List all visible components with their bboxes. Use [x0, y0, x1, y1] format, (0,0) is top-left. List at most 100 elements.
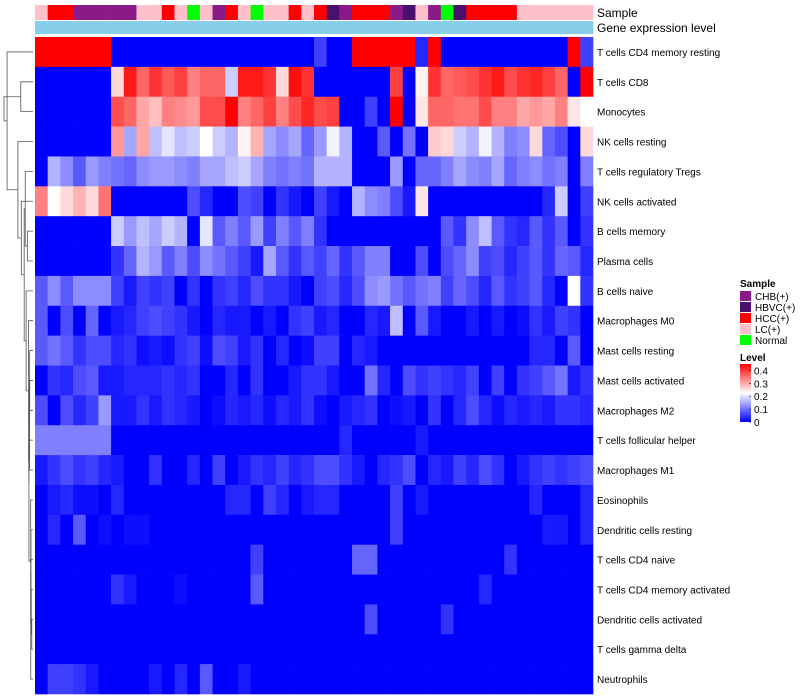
- heatmap-cell: [529, 37, 543, 68]
- heatmap-cell: [364, 604, 378, 635]
- heatmap-cell: [199, 604, 213, 635]
- heatmap-cell: [275, 604, 289, 635]
- heatmap-cell: [263, 514, 277, 545]
- heatmap-cell: [263, 604, 277, 635]
- row-label: Mast cells activated: [597, 376, 684, 387]
- heatmap-cell: [364, 514, 378, 545]
- heatmap-cell: [466, 156, 480, 187]
- heatmap-cell: [225, 604, 239, 635]
- heatmap-cell: [504, 156, 518, 187]
- heatmap-cell: [35, 514, 48, 545]
- heatmap-cell: [516, 365, 530, 396]
- heatmap-cell: [529, 156, 543, 187]
- heatmap-cell: [199, 66, 213, 98]
- heatmap-cell: [212, 365, 226, 396]
- heatmap-cell: [428, 126, 442, 157]
- row-label: NK cells activated: [597, 197, 676, 208]
- heatmap-cell: [516, 96, 530, 127]
- expression-annotation-cell: [136, 21, 150, 34]
- heatmap-cell: [529, 305, 543, 336]
- heatmap-cell: [440, 275, 454, 307]
- heatmap-cell: [149, 425, 163, 456]
- heatmap-cell: [98, 126, 112, 157]
- heatmap-cell: [377, 216, 391, 247]
- sample-legend-swatch: [740, 313, 751, 323]
- heatmap-cell: [453, 305, 467, 336]
- heatmap-cell: [123, 37, 137, 68]
- heatmap-cell: [174, 425, 188, 456]
- heatmap-cell: [174, 37, 188, 68]
- heatmap-cell: [352, 96, 366, 127]
- expression-annotation-cell: [161, 21, 175, 34]
- heatmap-cell: [111, 365, 125, 396]
- heatmap-cell: [567, 246, 581, 277]
- heatmap-cell: [314, 156, 327, 187]
- heatmap-cell: [466, 216, 480, 247]
- heatmap-cell: [136, 604, 150, 635]
- expression-annotation-cell: [73, 21, 87, 34]
- heatmap-cell: [263, 66, 277, 98]
- heatmap-cell: [250, 37, 264, 68]
- heatmap-cell: [326, 664, 340, 695]
- expression-annotation-cell: [567, 21, 581, 34]
- heatmap-cell: [326, 425, 340, 456]
- heatmap-cell: [567, 634, 581, 665]
- heatmap-cell: [491, 514, 505, 545]
- row-label: NK cells resting: [597, 138, 666, 149]
- heatmap-cell: [554, 604, 568, 635]
- heatmap-cell: [250, 455, 264, 486]
- heatmap-cell: [440, 186, 454, 217]
- heatmap-cell: [529, 574, 543, 605]
- heatmap-cell: [199, 275, 213, 307]
- heatmap-cell: [339, 425, 353, 456]
- heatmap-cell: [567, 455, 581, 486]
- heatmap-cell: [554, 484, 568, 516]
- heatmap-cell: [478, 335, 492, 366]
- heatmap-cell: [136, 186, 150, 217]
- heatmap-cell: [364, 305, 378, 336]
- heatmap-cell: [377, 574, 391, 605]
- sample-legend-label: HBVC(+): [755, 303, 795, 314]
- heatmap-cell: [542, 156, 556, 187]
- heatmap-cell: [364, 216, 378, 247]
- expression-annotation-cell: [111, 21, 125, 34]
- heatmap-cell: [415, 484, 429, 516]
- expression-annotation-cell: [440, 21, 454, 34]
- heatmap-cell: [428, 335, 442, 366]
- heatmap-cell: [390, 455, 404, 486]
- heatmap-cell: [263, 186, 277, 217]
- heatmap-cell: [73, 544, 87, 575]
- heatmap-cell: [174, 305, 188, 336]
- heatmap-cell: [390, 216, 404, 247]
- heatmap-cell: [111, 335, 125, 366]
- heatmap-cell: [339, 544, 353, 575]
- heatmap-cell: [466, 96, 480, 127]
- heatmap-cell: [364, 275, 378, 307]
- heatmap-cell: [402, 335, 416, 366]
- heatmap-cell: [199, 96, 213, 127]
- heatmap-cell: [288, 186, 302, 217]
- heatmap-cell: [516, 335, 530, 366]
- heatmap-cell: [402, 365, 416, 396]
- heatmap-cell: [301, 484, 315, 516]
- heatmap-cell: [237, 574, 251, 605]
- heatmap-cell: [275, 156, 289, 187]
- heatmap-cell: [516, 484, 530, 516]
- heatmap-cell: [47, 365, 61, 396]
- dendrogram-branch: [30, 499, 33, 626]
- heatmap-cell: [123, 365, 137, 396]
- heatmap-cell: [111, 664, 125, 695]
- heatmap-cell: [377, 514, 391, 545]
- expression-annotation-cell: [199, 21, 213, 34]
- heatmap-cell: [453, 275, 467, 307]
- heatmap-cell: [516, 604, 530, 635]
- heatmap-cell: [542, 425, 556, 456]
- expression-annotation-cell: [85, 21, 99, 34]
- heatmap-cell: [212, 275, 226, 307]
- heatmap-cell: [275, 246, 289, 277]
- dendrogram-branch: [3, 96, 21, 122]
- heatmap-cell: [136, 96, 150, 127]
- row-label: Neutrophils: [597, 675, 648, 686]
- heatmap-cell: [390, 604, 404, 635]
- heatmap-cell: [47, 216, 61, 247]
